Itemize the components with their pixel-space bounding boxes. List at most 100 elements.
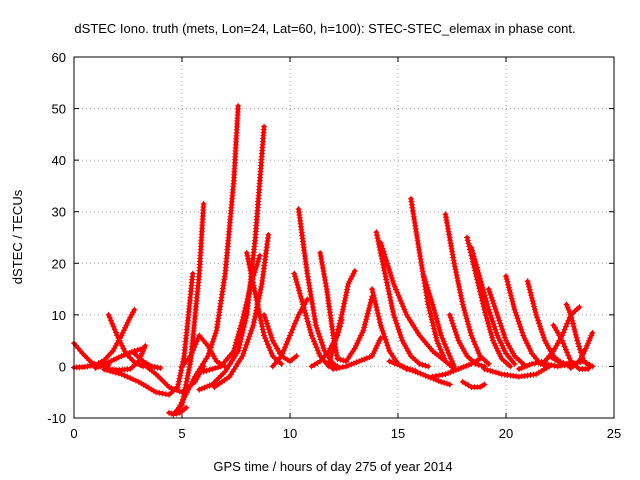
plus-marker xyxy=(348,361,355,368)
plus-marker xyxy=(561,343,568,350)
plus-marker xyxy=(338,314,345,321)
plus-marker xyxy=(474,347,481,354)
plus-marker xyxy=(377,319,383,326)
plus-marker xyxy=(306,324,313,330)
plus-marker xyxy=(248,327,255,334)
plus-marker xyxy=(363,316,370,323)
data-arc xyxy=(325,268,358,367)
plus-marker xyxy=(499,326,506,333)
data-arc xyxy=(481,363,553,380)
plus-marker xyxy=(232,342,239,349)
plus-marker xyxy=(208,341,215,348)
plus-marker xyxy=(466,326,473,333)
plus-marker xyxy=(246,289,252,296)
plus-marker xyxy=(376,316,383,323)
plus-marker xyxy=(528,292,535,299)
plus-marker xyxy=(141,345,148,352)
plus-marker xyxy=(248,273,255,280)
plus-marker xyxy=(515,318,522,325)
plus-marker xyxy=(190,376,197,383)
plus-marker xyxy=(386,358,393,365)
plus-marker xyxy=(345,280,352,287)
plus-marker xyxy=(384,342,391,349)
plus-marker xyxy=(177,402,184,409)
plus-marker xyxy=(449,358,455,365)
data-arc xyxy=(459,378,488,391)
plus-marker xyxy=(365,307,372,314)
plus-marker xyxy=(565,352,572,359)
plus-marker xyxy=(453,331,460,338)
plus-marker xyxy=(243,250,250,256)
plus-marker xyxy=(448,317,455,324)
plus-marker xyxy=(342,295,349,301)
plus-marker xyxy=(579,353,585,360)
plus-marker xyxy=(100,361,107,368)
plus-marker xyxy=(470,338,477,345)
plus-marker xyxy=(108,317,114,324)
plus-marker xyxy=(394,323,401,330)
plus-marker xyxy=(383,279,390,286)
plus-marker xyxy=(372,301,379,308)
plus-marker xyxy=(485,320,492,327)
plus-marker xyxy=(191,344,198,351)
plus-marker xyxy=(336,364,343,371)
plus-marker xyxy=(254,300,261,307)
plus-marker xyxy=(184,375,191,382)
plus-marker xyxy=(400,303,407,310)
plus-marker xyxy=(454,334,461,341)
plus-marker xyxy=(395,292,402,299)
plus-marker xyxy=(353,342,359,349)
plus-marker xyxy=(177,370,184,376)
plus-marker xyxy=(456,286,463,293)
plus-marker xyxy=(458,295,465,302)
plus-marker xyxy=(159,390,166,397)
plus-marker xyxy=(381,251,388,258)
plus-marker xyxy=(252,313,259,320)
plus-marker xyxy=(386,291,393,298)
plus-marker xyxy=(437,329,444,336)
plus-marker xyxy=(335,326,342,333)
plus-marker xyxy=(354,340,361,347)
plus-marker xyxy=(519,329,526,336)
plus-marker xyxy=(162,391,169,398)
y-tick-label: 0 xyxy=(59,359,66,374)
plus-marker xyxy=(420,273,427,280)
plus-marker xyxy=(447,314,454,321)
plus-marker xyxy=(513,312,520,319)
plus-marker xyxy=(464,234,471,241)
plus-marker xyxy=(313,344,320,351)
plus-marker xyxy=(489,297,496,304)
plus-marker xyxy=(577,346,584,353)
plus-marker xyxy=(467,329,474,336)
data-arc xyxy=(330,335,384,372)
plus-marker xyxy=(322,280,329,287)
plus-marker xyxy=(166,384,172,391)
plus-marker xyxy=(573,334,580,341)
plus-marker xyxy=(510,301,517,308)
plus-marker xyxy=(505,281,512,288)
y-tick-label: 20 xyxy=(52,256,66,271)
plus-marker xyxy=(568,314,575,321)
plus-marker xyxy=(380,264,387,271)
plus-marker xyxy=(283,341,290,348)
plus-marker xyxy=(246,333,253,340)
plus-marker xyxy=(298,295,305,302)
plus-marker xyxy=(451,363,458,370)
plus-marker xyxy=(369,353,376,360)
plus-marker xyxy=(266,329,273,335)
plus-marker xyxy=(115,370,122,377)
plus-marker xyxy=(377,335,384,342)
plus-marker xyxy=(340,306,346,313)
plus-marker xyxy=(456,283,463,290)
plus-marker xyxy=(472,258,479,265)
plus-marker xyxy=(119,329,126,336)
data-arc xyxy=(373,229,432,370)
plus-marker xyxy=(399,363,406,370)
plus-marker xyxy=(285,335,292,342)
plus-marker xyxy=(486,323,493,330)
plus-marker xyxy=(105,359,112,366)
plus-marker xyxy=(113,329,119,336)
plus-marker xyxy=(488,332,495,338)
plus-marker xyxy=(481,289,487,296)
plus-marker xyxy=(361,356,368,363)
